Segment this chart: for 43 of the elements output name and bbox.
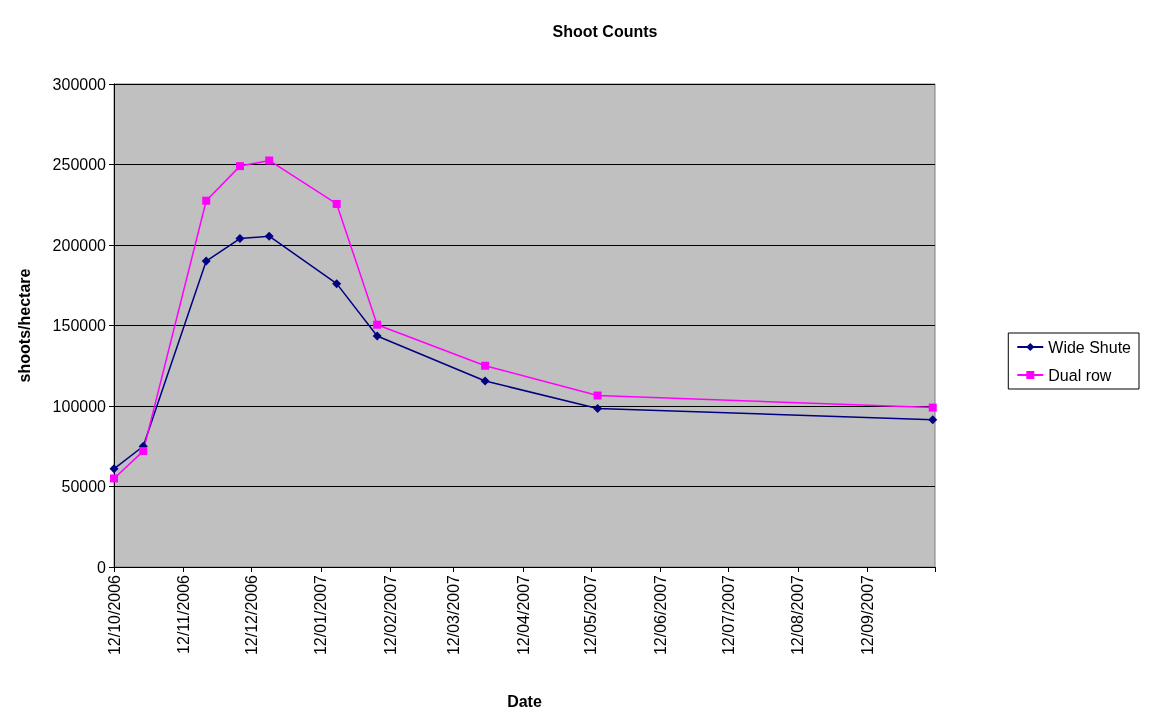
point (202, 196, 211, 205)
point (332, 199, 341, 208)
point (593, 391, 602, 400)
point (201, 256, 211, 266)
chart-title: Shoot Counts (552, 22, 658, 40)
point (109, 464, 119, 474)
x-tick-label: 12/06/2007 (652, 574, 670, 656)
legend-label: Dual row (1048, 366, 1112, 384)
y-tick-label: 200000 (52, 236, 107, 254)
point (480, 376, 490, 386)
point (372, 331, 382, 341)
x-tick-label: 12/05/2007 (582, 574, 600, 656)
point (110, 474, 118, 483)
y-tick-label: 0 (97, 558, 107, 576)
x-tick-label: 12/02/2007 (382, 574, 400, 656)
x-tick-label: 12/12/2006 (242, 574, 260, 656)
point (928, 415, 938, 425)
x-tick-label: 12/07/2007 (719, 574, 737, 656)
y-tick-label: 150000 (52, 317, 107, 334)
x-tick-label: 12/10/2006 (105, 574, 123, 656)
point (481, 361, 490, 370)
x-tick-label: 12/03/2007 (445, 574, 463, 656)
point (139, 447, 148, 456)
legend-label: Wide Shute (1048, 338, 1132, 356)
point (928, 403, 937, 412)
x-tick-label: 12/09/2007 (859, 574, 877, 656)
point (373, 320, 382, 329)
x-tick-label: 12/04/2007 (514, 574, 532, 656)
x-tick-label: 12/08/2007 (789, 574, 807, 656)
point (593, 403, 603, 413)
y-tick-label: 50000 (61, 478, 107, 495)
y-axis-title: shoots/hectare (15, 268, 33, 383)
point (332, 279, 342, 289)
y-tick-label: 250000 (52, 156, 107, 173)
y-tick-label: 300000 (52, 75, 107, 93)
x-axis-title: Date (507, 692, 542, 710)
y-tick-label: 100000 (52, 397, 107, 415)
point (265, 156, 274, 165)
x-tick-label: 12/11/2006 (175, 574, 193, 654)
point (264, 231, 274, 241)
point (235, 162, 244, 171)
point (235, 234, 245, 244)
x-tick-label: 12/01/2007 (312, 574, 330, 656)
